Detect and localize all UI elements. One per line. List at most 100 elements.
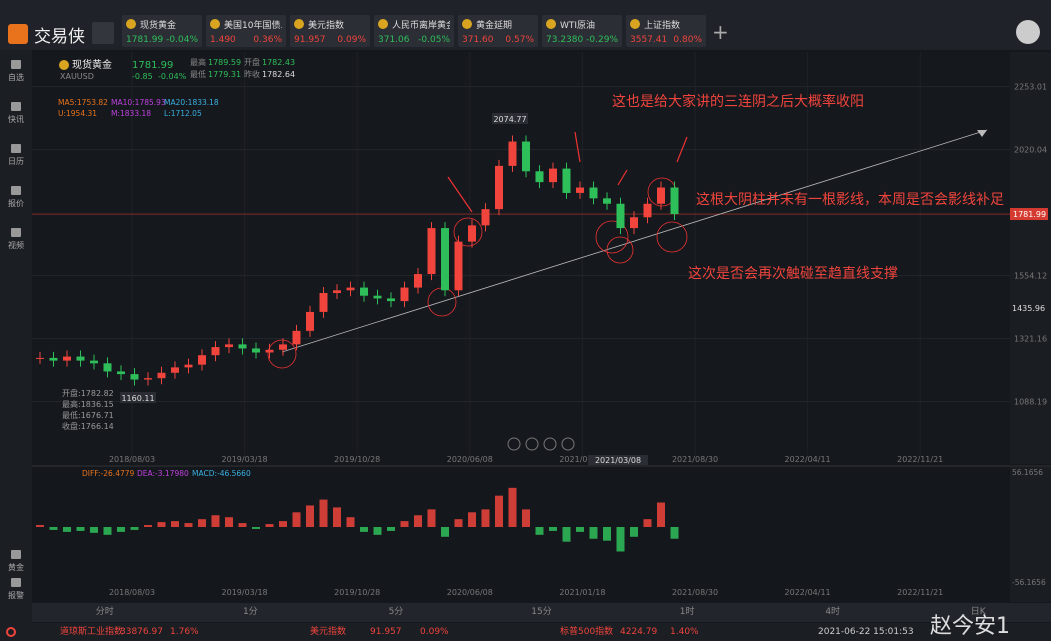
avatar[interactable] — [1016, 20, 1040, 44]
macd-bar — [130, 527, 139, 530]
ma-label: MA10:1785.93 — [111, 98, 166, 107]
tab-price-row: 371.60 0.57% — [462, 35, 534, 45]
tab-icon — [210, 19, 220, 29]
quote-icon — [59, 60, 69, 70]
sidebar-icon — [11, 578, 21, 587]
timeframe[interactable]: 15分 — [531, 607, 552, 617]
timeframe[interactable]: 1时 — [679, 607, 695, 617]
tab[interactable]: 美元指数 91.957 0.09% — [290, 15, 370, 47]
timeframe[interactable]: 1分 — [243, 607, 258, 617]
sidebar-item[interactable]: 视频 — [0, 228, 32, 251]
candle — [495, 165, 503, 210]
quote-symbol: XAUUSD — [60, 72, 94, 81]
tab[interactable]: 现货黄金 1781.99 -0.04% — [122, 15, 202, 47]
tab[interactable]: 人民币离岸黄金 371.06 -0.05% — [374, 15, 454, 47]
tab-price: 1781.99 — [126, 35, 164, 45]
x-tick-label: 2020/06/08 — [447, 455, 493, 464]
top-bar: 交易侠 现货黄金 1781.99-0.04% 美国10年国债... 1.490 0.36… — [0, 0, 1051, 50]
add-tab[interactable]: + — [712, 20, 729, 44]
sidebar-icon — [11, 550, 21, 559]
tab-price-row: 371.06 -0.05% — [378, 35, 450, 45]
macd-bar — [198, 519, 206, 527]
sidebar-item[interactable]: 日历 — [0, 144, 32, 167]
ohlc-label: 开盘:1782.82 — [62, 388, 114, 398]
macd-bar — [657, 502, 665, 527]
macd-bar — [306, 505, 314, 527]
nav-button — [561, 437, 575, 451]
x-tick-label: 2019/10/28 — [334, 455, 380, 464]
sidebar-item[interactable]: 黄金 — [0, 550, 32, 573]
sidebar-item[interactable]: 自选 — [0, 60, 32, 83]
sidebar-item[interactable]: 报警 — [0, 578, 32, 601]
timeframe[interactable]: 5分 — [388, 607, 404, 617]
boll-label: L:1712.05 — [164, 109, 202, 118]
tab[interactable]: WTI原油 73.2380 -0.29% — [542, 15, 622, 47]
chart: 1088.19 1321.16 1554.12 2020.04 2253.01 2018/… — [32, 52, 1051, 602]
x-tick-label: 2019/03/18 — [222, 455, 268, 464]
macd-bar — [535, 527, 544, 535]
macd-bar — [36, 525, 44, 527]
status-price: 33876.97 — [120, 627, 163, 637]
alert-label: 1435.96 — [1012, 304, 1045, 313]
low-label: 1160.11 — [121, 394, 154, 403]
macd-bar — [576, 527, 584, 532]
candle — [198, 355, 206, 365]
stat-label: 最高 — [190, 57, 206, 67]
timeframe[interactable]: 日K — [970, 607, 986, 617]
macd-bar — [333, 507, 341, 527]
macd-bar — [643, 519, 652, 527]
candle — [589, 187, 598, 199]
macd-bar — [630, 527, 638, 537]
macd-bar — [184, 523, 193, 527]
tab[interactable]: 黄金延期 371.60 0.57% — [458, 15, 538, 47]
tab[interactable]: 美国10年国债... 1.490 0.36% — [206, 15, 286, 47]
highlight-circle — [453, 217, 483, 247]
sidebar-icon — [11, 144, 21, 153]
stat-label: 昨收 — [244, 69, 260, 79]
grid-button[interactable] — [92, 22, 114, 44]
macd-bar — [670, 527, 679, 539]
macd-label: MACD:-46.5660 — [192, 469, 251, 478]
tab-icon — [462, 19, 472, 29]
status-price: 91.957 — [370, 627, 402, 637]
candle — [360, 287, 368, 296]
tab-change: 0.09% — [337, 35, 366, 45]
tab[interactable]: 上证指数 3557.41 0.80% — [626, 15, 706, 47]
candle — [630, 217, 638, 229]
tab-price: 3557.41 — [630, 35, 668, 45]
watermark: 赵今安1 — [930, 614, 1010, 639]
tab-name: 美元指数 — [308, 21, 345, 31]
candle — [319, 292, 328, 312]
tab-icon — [294, 19, 304, 29]
candle — [346, 287, 355, 291]
macd-bar — [144, 525, 152, 527]
macd-bar — [616, 527, 625, 552]
candle — [562, 168, 571, 193]
quote-name: 现货黄金 — [72, 58, 112, 71]
candle — [184, 364, 193, 368]
sidebar-item[interactable]: 快讯 — [0, 102, 32, 125]
candle — [144, 378, 152, 380]
macd-bar — [252, 527, 260, 529]
macd-bar — [522, 509, 530, 527]
candle — [225, 344, 233, 348]
candle — [306, 311, 314, 331]
macd-bar — [495, 495, 503, 527]
candle — [292, 330, 301, 345]
timeframe[interactable]: 4时 — [825, 607, 841, 617]
tab-change: 0.80% — [673, 35, 702, 45]
candle — [117, 371, 125, 375]
quote-price: 1781.99 — [132, 60, 173, 71]
candle — [76, 356, 85, 361]
candle — [643, 203, 652, 218]
tab-change: -0.05% — [418, 35, 450, 45]
nav-button — [507, 437, 521, 451]
nav-button — [525, 437, 539, 451]
x-tick-label: 2022/04/11 — [785, 588, 831, 597]
candle — [373, 295, 382, 299]
sidebar-item[interactable]: 报价 — [0, 186, 32, 209]
y2-tick-label: -56.1656 — [1012, 578, 1046, 587]
timeframe[interactable]: 分时 — [95, 607, 114, 617]
tab-icon — [378, 19, 388, 29]
